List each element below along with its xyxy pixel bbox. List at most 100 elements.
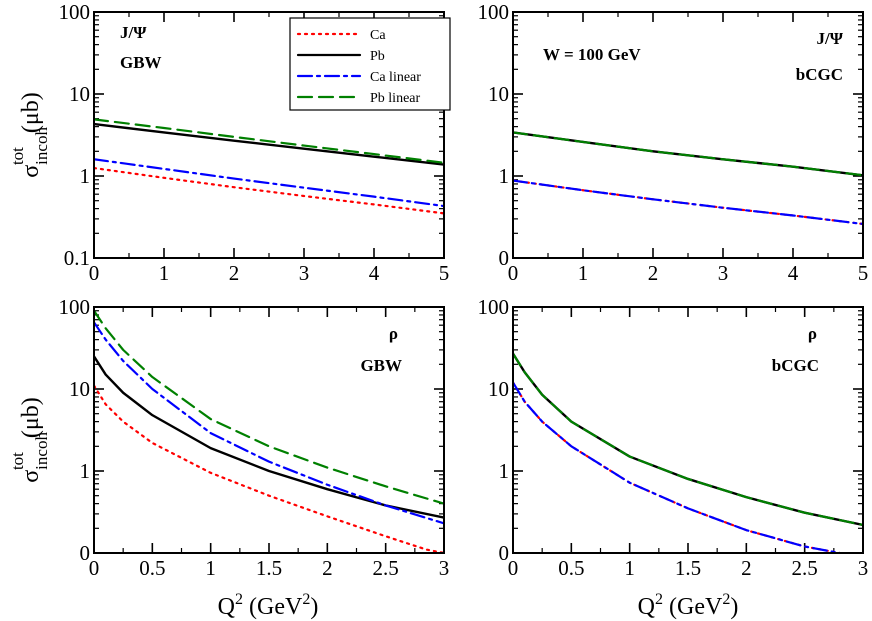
ylabel-bottom-symbol: σ	[18, 470, 44, 483]
legend-label: Ca	[370, 28, 386, 43]
chart-bottom-right: 0 1 10 100 0 0.5 1 1.5 2 2.5 3 ρ bCGC	[478, 295, 869, 580]
x-tick-label: 2.5	[373, 556, 399, 580]
y-tick-label: 10	[69, 82, 90, 106]
series-group	[94, 309, 444, 553]
chart-top-right: 0 1 10 100 0 1 2 3 4 5 W = 100 GeV J/Ψ bCGC	[478, 0, 869, 285]
x-tick-label: 1.5	[256, 556, 282, 580]
panel-annotation: bCGC	[796, 65, 843, 84]
x-tick-label: 0	[508, 556, 519, 580]
ylabel-bottom-sup: tot	[8, 452, 27, 470]
x-tick-label: 2	[229, 261, 240, 285]
xlabel-left-unit-sup: 2	[302, 591, 310, 608]
legend-label: Ca linear	[370, 70, 421, 85]
x-tick-label: 5	[439, 261, 450, 285]
series-line-pb	[94, 122, 444, 166]
series-line-ca-linear	[513, 179, 863, 226]
plot-frame	[93, 306, 445, 554]
legend-label: Pb	[370, 49, 385, 64]
xlabel-left-unit: (GeV	[249, 594, 303, 620]
series-line-ca	[94, 384, 444, 553]
x-tick-label: 0	[89, 556, 100, 580]
xlabel-right-unit-close: )	[730, 594, 738, 620]
ylabel-top-unit: (μb)	[18, 92, 44, 133]
x-tick-label: 1	[578, 261, 589, 285]
x-tick-label: 1.5	[675, 556, 701, 580]
ylabel-bottom-unit: (μb)	[18, 397, 44, 438]
y-tick-label: 0	[80, 541, 91, 565]
y-tick-label: 1	[80, 459, 91, 483]
x-tick-label: 3	[439, 556, 450, 580]
panel-annotation: GBW	[120, 53, 162, 72]
panel-annotation: ρ	[389, 324, 398, 343]
ylabel-top: σincoh tot (μb)	[8, 92, 51, 178]
x-tick-label: 0	[508, 261, 519, 285]
xlabel-right: Q2 (GeV2)	[638, 591, 739, 620]
series-line-ca-linear	[513, 381, 841, 553]
x-tick-label: 1	[624, 556, 635, 580]
x-tick-label: 2	[648, 261, 659, 285]
panel-annotation: W = 100 GeV	[543, 45, 641, 64]
ylabel-top-sub: incoh	[32, 127, 51, 165]
x-tick-label: 3	[718, 261, 729, 285]
xlabel-left: Q2 (GeV2)	[218, 591, 319, 620]
series-line-ca	[513, 381, 841, 553]
y-tick-label: 0	[499, 246, 510, 270]
x-tick-label: 1	[205, 556, 216, 580]
series-group	[513, 352, 863, 553]
x-tick-label: 3	[858, 556, 869, 580]
plot-frame	[512, 306, 864, 554]
y-tick-label: 100	[478, 295, 510, 319]
series-group	[94, 118, 444, 215]
y-tick-label: 0.1	[64, 246, 90, 270]
y-tick-label: 100	[59, 295, 91, 319]
x-tick-label: 4	[369, 261, 380, 285]
panel-annotation: bCGC	[772, 356, 819, 375]
y-tick-label: 0	[499, 541, 510, 565]
y-tick-label: 100	[59, 0, 91, 24]
y-tick-label: 10	[488, 82, 509, 106]
series-line-pb	[513, 352, 863, 527]
series-line-ca-linear	[94, 321, 444, 525]
ylabel-top-sup: tot	[8, 147, 27, 165]
series-line-ca-linear	[94, 158, 444, 208]
panel-annotation: ρ	[808, 324, 817, 343]
x-tick-label: 2	[741, 556, 752, 580]
plot-frame	[93, 11, 445, 259]
xlabel-right-unit: (GeV	[669, 594, 723, 620]
y-tick-label: 100	[478, 0, 510, 24]
y-tick-label: 1	[499, 164, 510, 188]
x-tick-label: 5	[858, 261, 869, 285]
chart-bottom-left: 0 1 10 100 0 0.5 1 1.5 2 2.5 3 ρ GBW	[59, 295, 450, 580]
plot-frame	[512, 11, 864, 259]
x-tick-label: 0	[89, 261, 100, 285]
xlabel-left-symbol: Q	[218, 594, 235, 620]
xlabel-left-sup: 2	[235, 591, 243, 608]
x-tick-label: 0.5	[139, 556, 165, 580]
panel-annotation: J/Ψ	[120, 23, 147, 42]
y-tick-label: 10	[69, 377, 90, 401]
ylabel-bottom: σincoh tot (μb)	[8, 397, 51, 483]
x-tick-label: 3	[299, 261, 310, 285]
x-tick-label: 2.5	[792, 556, 818, 580]
x-tick-label: 4	[788, 261, 799, 285]
chart-top-left: 0.1 1 10 100 0 1 2 3 4 5 J/Ψ GBW Ca Pb Ca linear Pb lin…	[59, 0, 451, 285]
panel-annotation: J/Ψ	[817, 29, 844, 48]
ylabel-top-symbol: σ	[18, 165, 44, 178]
xlabel-right-sup: 2	[655, 591, 663, 608]
legend-label: Pb linear	[370, 91, 420, 106]
series-line-ca	[94, 166, 444, 215]
series-group	[513, 131, 863, 226]
x-tick-label: 0.5	[558, 556, 584, 580]
legend: Ca Pb Ca linear Pb linear	[289, 17, 451, 111]
x-tick-label: 2	[322, 556, 333, 580]
y-tick-label: 10	[488, 377, 509, 401]
series-line-pb	[94, 355, 444, 519]
x-tick-label: 1	[159, 261, 170, 285]
y-tick-label: 1	[80, 164, 91, 188]
series-line-pb-linear	[513, 131, 863, 177]
xlabel-right-symbol: Q	[638, 594, 655, 620]
series-line-pb-linear	[513, 352, 863, 527]
series-line-pb-linear	[94, 118, 444, 164]
xlabel-left-unit-close: )	[310, 594, 318, 620]
panel-annotation: GBW	[360, 356, 402, 375]
